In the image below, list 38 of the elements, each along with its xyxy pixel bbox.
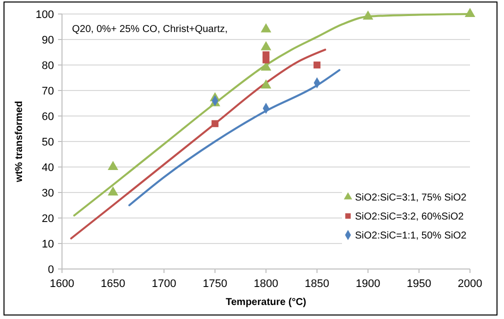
x-tick-label: 2000 xyxy=(458,278,482,290)
point xyxy=(108,160,118,170)
line-series xyxy=(128,69,340,206)
x-tick-label: 1600 xyxy=(50,278,74,290)
y-tick-label: 0 xyxy=(48,264,54,276)
y-tick-label: 80 xyxy=(42,60,54,72)
x-tick-label: 1950 xyxy=(406,278,432,290)
x-tick-label: 1700 xyxy=(152,278,176,290)
x-tick-label: 1750 xyxy=(202,278,228,290)
point xyxy=(260,79,272,88)
annotation: Q20, 0%+ 25% CO, Christ+Quartz, xyxy=(72,24,228,35)
point xyxy=(260,23,272,32)
y-tick-label: 70 xyxy=(42,85,54,98)
y-tick-label: 100 xyxy=(36,8,54,21)
point xyxy=(212,120,218,128)
point xyxy=(362,10,374,20)
point xyxy=(464,8,476,18)
y-tick-label: 40 xyxy=(42,162,54,174)
point xyxy=(314,62,320,68)
x-tick-label: 1800 xyxy=(254,278,278,290)
y-tick-label: 20 xyxy=(42,212,54,225)
x-tick-label: 1850 xyxy=(304,278,330,290)
point xyxy=(260,41,272,50)
y-tick-label: 60 xyxy=(42,110,54,123)
x-tick-label: 1900 xyxy=(356,278,380,290)
y-tick-label: 10 xyxy=(42,238,54,250)
point xyxy=(108,186,118,196)
legend-label: SiO2:SiC=1:1, 50% SiO2 xyxy=(355,230,467,242)
legend-label: SiO2:SiC=3:1, 75% SiO2 xyxy=(355,192,467,204)
x-tick-label: 1650 xyxy=(100,278,126,290)
x-axis-title: Temperature (°C) xyxy=(226,297,306,308)
point xyxy=(262,56,270,64)
y-tick-label: 50 xyxy=(42,136,54,148)
legend-label: SiO2:SiC=3:2, 60%SiO2 xyxy=(355,212,464,222)
line-series xyxy=(70,48,326,240)
y-tick-label: 90 xyxy=(42,34,54,46)
y-axis-title: wt% transformed xyxy=(14,100,25,184)
y-tick-label: 30 xyxy=(42,187,54,200)
